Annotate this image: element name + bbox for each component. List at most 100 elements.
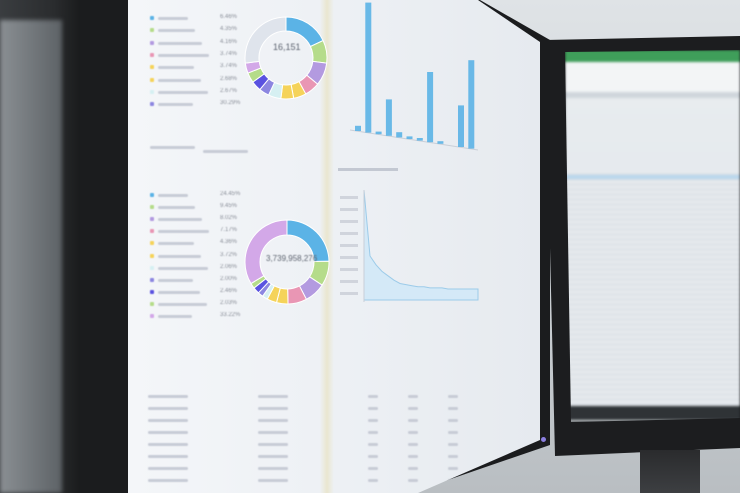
legend-swatch [150, 253, 154, 258]
table-cell [408, 419, 418, 422]
bar [355, 125, 361, 131]
legend-swatch [150, 241, 154, 246]
area-chart-tick-label [340, 196, 358, 199]
legend-label [158, 90, 208, 94]
section-subtitle [203, 150, 248, 153]
bar [458, 105, 464, 147]
legend-percentage: 4.36% [220, 239, 238, 246]
selected-row [565, 175, 740, 179]
table-cell [148, 455, 188, 458]
area-chart-tick-label [340, 244, 358, 247]
legend-percentage: 24.45% [220, 191, 241, 197]
left-monitor-screen [0, 20, 62, 493]
area-chart-tick-label [340, 220, 358, 223]
legend-label [158, 266, 208, 270]
legend-percentage: 2.46% [220, 287, 238, 294]
table-cell [258, 443, 288, 446]
legend-percentage: 3.74% [220, 50, 238, 57]
legend-swatch [150, 205, 154, 210]
legend-percentage: 3.74% [220, 63, 238, 70]
legend-swatch [150, 301, 154, 306]
legend-swatch [150, 289, 154, 294]
legend-label [158, 41, 202, 45]
table-cell [408, 455, 418, 458]
table-cell [448, 395, 458, 398]
legend-swatch [150, 314, 154, 318]
table-cell [408, 443, 418, 446]
bar-chart-axis [349, 129, 479, 151]
legend-label [158, 218, 202, 222]
table-cell [148, 431, 188, 434]
bar [396, 132, 403, 138]
area-chart-series [363, 189, 479, 301]
legend-label [158, 194, 188, 197]
legend-swatch [150, 277, 154, 282]
section-title [150, 146, 195, 149]
legend-percentage: 6.46% [220, 14, 238, 20]
table-cell [368, 479, 378, 482]
top-donut-center-value: 16,151 [273, 42, 301, 52]
legend-percentage: 7.17% [220, 227, 238, 234]
table-cell [448, 455, 458, 458]
table-cell [408, 407, 418, 410]
legend-swatch [150, 229, 154, 234]
table-cell [148, 479, 188, 482]
legend-label [158, 242, 194, 246]
legend-percentage: 8.02% [220, 215, 238, 222]
table-cell [258, 479, 288, 482]
dashboard-charts [244, 2, 479, 305]
legend-label [158, 290, 200, 294]
area-chart-title [338, 168, 398, 171]
legend-swatch [150, 193, 154, 197]
area-chart-tick-label [340, 256, 358, 259]
table-cell [258, 467, 288, 470]
area-chart-tick-label [340, 232, 358, 235]
table-cell [448, 443, 458, 446]
table-cell [368, 431, 378, 434]
legend-percentage: 33.22% [220, 312, 241, 318]
legend-label [158, 66, 194, 70]
legend-label [158, 302, 207, 306]
area-chart-tick-label [340, 292, 358, 295]
bar [385, 99, 392, 136]
spreadsheet-grid [565, 170, 740, 420]
legend-swatch [150, 52, 154, 57]
legend-swatch [150, 16, 154, 20]
table-cell [148, 443, 188, 446]
table-cell [368, 455, 378, 458]
bar [416, 138, 423, 141]
table-cell [448, 431, 458, 434]
legend-label [158, 29, 195, 33]
table-cell [368, 467, 378, 470]
legend-label [158, 254, 201, 258]
bottom-donut-segment [244, 219, 288, 285]
table-cell [368, 443, 378, 446]
bottom-donut-center-value: 3,739,958,276 [266, 254, 318, 263]
legend-percentage: 2.67% [220, 87, 238, 94]
table-cell [148, 467, 188, 470]
bar [468, 60, 475, 149]
table-cell [408, 431, 418, 434]
table-cell [408, 467, 418, 470]
area-chart-tick-label [340, 268, 358, 271]
spreadsheet-screen [565, 50, 740, 422]
legend-percentage: 30.29% [220, 100, 241, 107]
legend-label [158, 230, 209, 234]
area-chart-tick-label [340, 208, 358, 211]
table-cell [368, 419, 378, 422]
legend-percentage: 4.35% [220, 26, 238, 33]
legend-swatch [150, 28, 154, 33]
dashboard-screen: 6.46% 4.35% 4.16% 3.74% 3.74% 2.68% 2.67% 30.29… [128, 0, 540, 493]
legend-label [158, 78, 201, 82]
legend-label [158, 315, 192, 318]
legend-percentage: 9.45% [220, 203, 238, 210]
formula-bar [565, 92, 740, 98]
table-cell [148, 419, 188, 422]
bar [437, 141, 444, 144]
legend-percentage: 4.16% [220, 38, 238, 45]
bar [365, 2, 372, 133]
panel-divider [320, 0, 334, 493]
legend-swatch [150, 77, 154, 82]
table-cell [448, 467, 458, 470]
legend-swatch [150, 40, 154, 45]
